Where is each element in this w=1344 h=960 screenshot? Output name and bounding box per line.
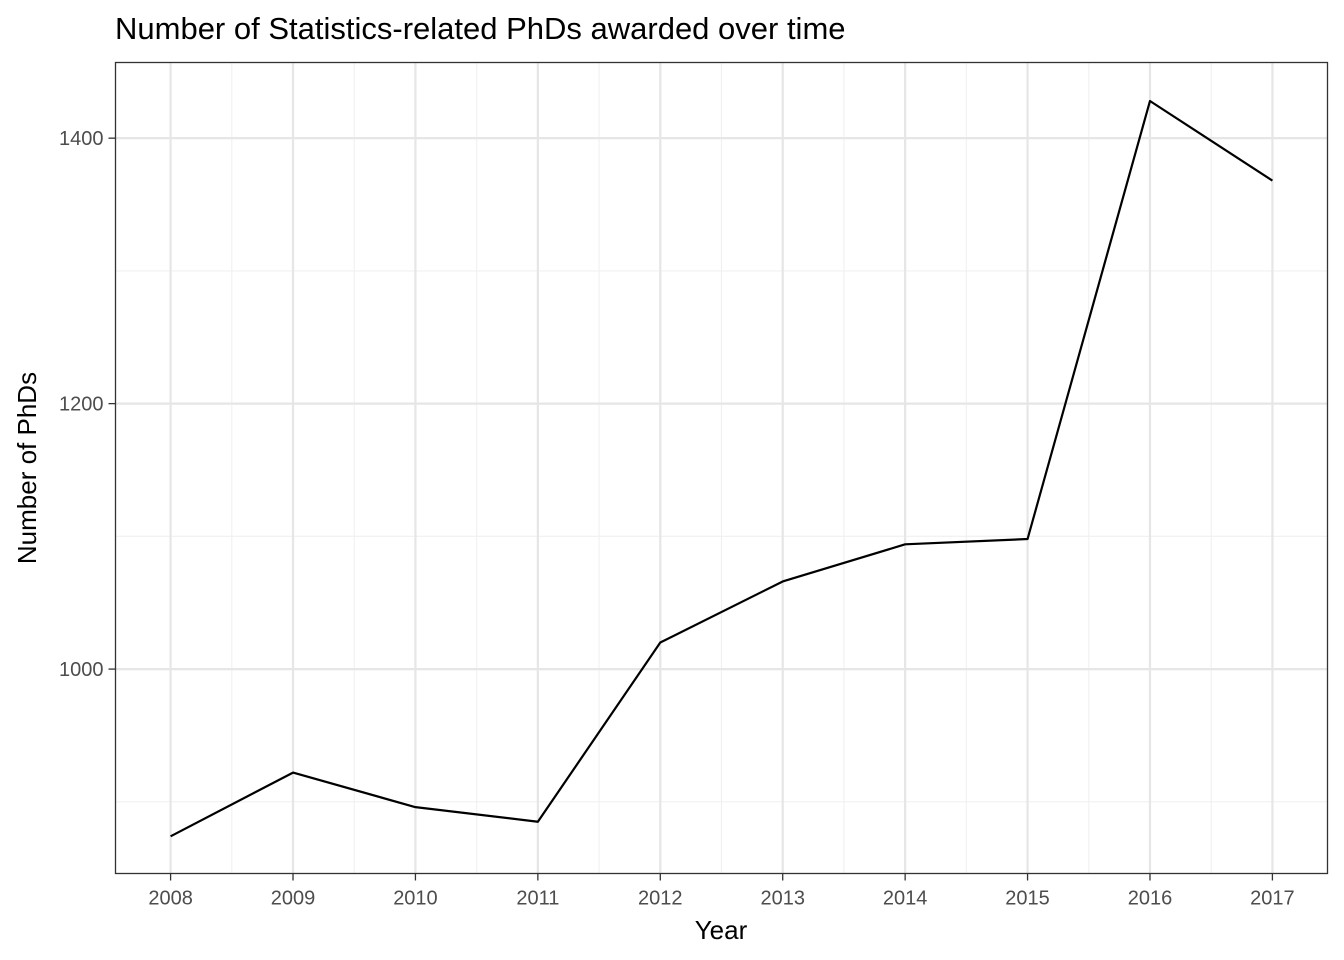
y-tick-label: 1400 <box>59 128 104 150</box>
chart-title: Number of Statistics-related PhDs awarde… <box>115 11 846 46</box>
x-tick-label: 2012 <box>638 888 683 910</box>
y-tick-label: 1200 <box>59 394 104 416</box>
x-tick-label: 2008 <box>148 888 193 910</box>
y-tick-label: 1000 <box>59 659 104 681</box>
y-axis-label: Number of PhDs <box>12 372 42 564</box>
x-tick-label: 2011 <box>516 888 559 910</box>
x-tick-label: 2010 <box>393 888 438 910</box>
grid <box>115 62 1328 874</box>
x-axis-label: Year <box>695 915 748 945</box>
x-tick-label: 2009 <box>271 888 316 910</box>
panel-border <box>114 61 1329 875</box>
x-tick-label: 2017 <box>1250 888 1295 910</box>
x-tick-label: 2016 <box>1128 888 1173 910</box>
series-group <box>170 99 1274 838</box>
x-tick-label: 2013 <box>760 888 805 910</box>
series-line <box>170 99 1274 838</box>
axis-ticks: 2008 2009 2010 2011 2012 2013 2014 2015 2016 2017… <box>59 128 1295 909</box>
x-tick-label: 2014 <box>883 888 928 910</box>
x-tick-label: 2015 <box>1005 888 1050 910</box>
